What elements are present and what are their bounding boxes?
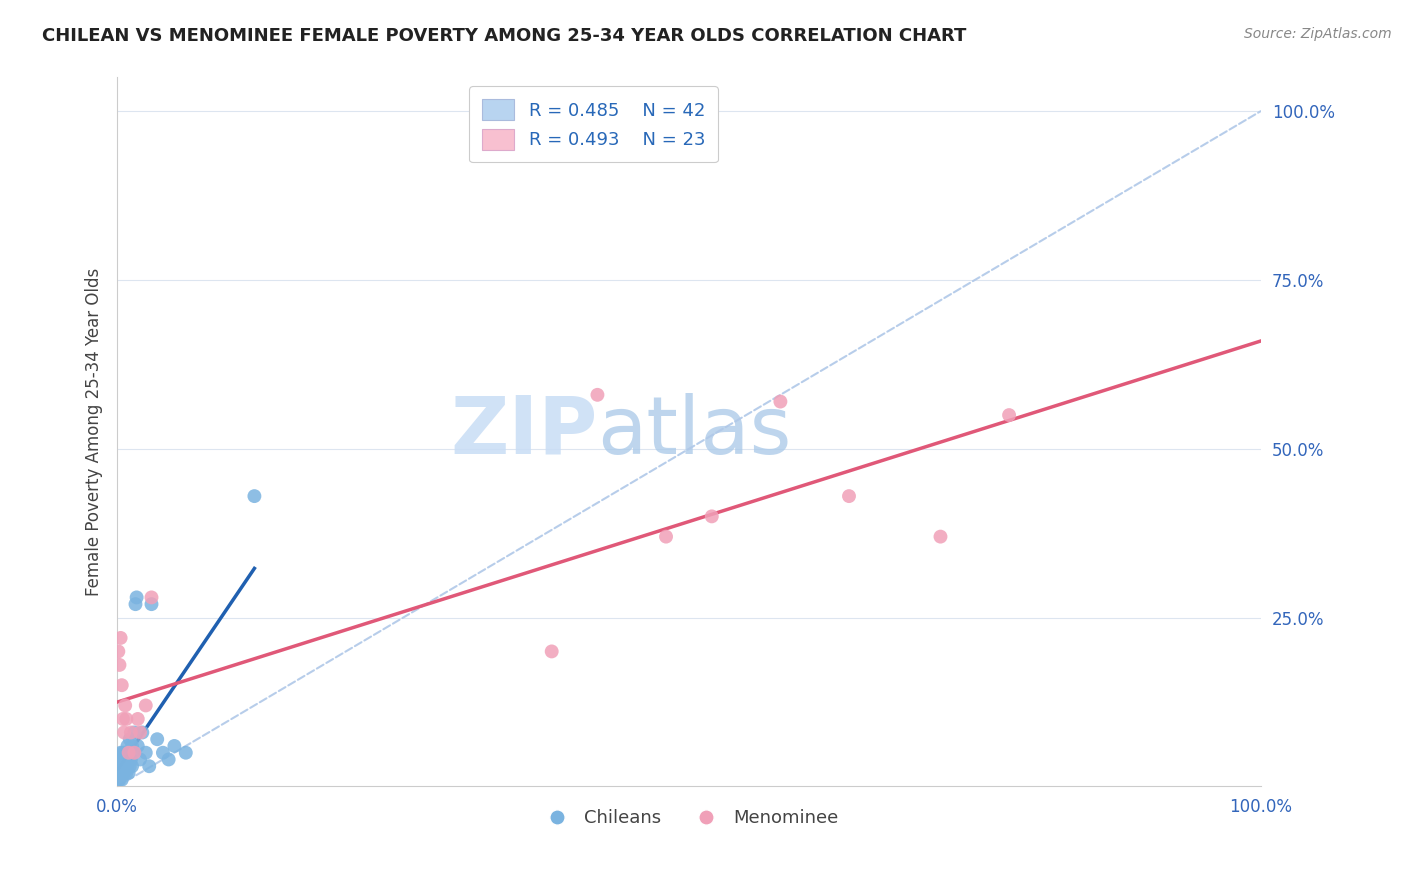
Point [838, 489, 860, 503]
Point [110, 766, 132, 780]
Point [129, 725, 152, 739]
Point [243, 489, 266, 503]
Point [540, 644, 562, 658]
Point [112, 766, 135, 780]
Point [586, 388, 609, 402]
Point [135, 698, 157, 713]
Point [115, 752, 138, 766]
Point [107, 644, 129, 658]
Point [110, 746, 132, 760]
Point [111, 746, 134, 760]
Point [135, 746, 157, 760]
Point [769, 394, 792, 409]
Point [141, 591, 163, 605]
Point [115, 712, 138, 726]
Text: CHILEAN VS MENOMINEE FEMALE POVERTY AMONG 25-34 YEAR OLDS CORRELATION CHART: CHILEAN VS MENOMINEE FEMALE POVERTY AMON… [42, 27, 966, 45]
Point [131, 725, 153, 739]
Point [110, 631, 132, 645]
Point [141, 597, 163, 611]
Point [998, 408, 1021, 422]
Point [111, 766, 134, 780]
Point [112, 725, 135, 739]
Text: atlas: atlas [598, 393, 792, 471]
Point [114, 759, 136, 773]
Point [111, 678, 134, 692]
Point [655, 530, 678, 544]
Point [929, 530, 952, 544]
Point [121, 759, 143, 773]
Point [108, 772, 131, 787]
Point [120, 752, 142, 766]
Point [117, 766, 139, 780]
Y-axis label: Female Poverty Among 25-34 Year Olds: Female Poverty Among 25-34 Year Olds [86, 268, 103, 596]
Point [127, 712, 149, 726]
Point [117, 746, 139, 760]
Text: Source: ZipAtlas.com: Source: ZipAtlas.com [1244, 27, 1392, 41]
Point [121, 739, 143, 753]
Point [111, 759, 134, 773]
Point [129, 752, 152, 766]
Point [118, 759, 141, 773]
Point [124, 597, 146, 611]
Text: ZIP: ZIP [450, 393, 598, 471]
Point [152, 746, 174, 760]
Point [700, 509, 723, 524]
Point [124, 725, 146, 739]
Point [122, 746, 145, 760]
Point [111, 759, 134, 773]
Point [163, 739, 186, 753]
Legend: Chileans, Menominee: Chileans, Menominee [531, 802, 846, 834]
Point [111, 712, 134, 726]
Point [108, 657, 131, 672]
Point [125, 591, 148, 605]
Point [146, 732, 169, 747]
Point [157, 752, 180, 766]
Point [118, 732, 141, 747]
Point [112, 752, 135, 766]
Point [120, 725, 142, 739]
Point [127, 739, 149, 753]
Point [111, 772, 134, 787]
Point [138, 759, 160, 773]
Point [110, 752, 132, 766]
Point [114, 698, 136, 713]
Point [174, 746, 197, 760]
Point [117, 739, 139, 753]
Point [107, 766, 129, 780]
Point [108, 759, 131, 773]
Point [115, 766, 138, 780]
Point [124, 746, 146, 760]
Point [114, 746, 136, 760]
Point [117, 746, 139, 760]
Point [117, 759, 139, 773]
